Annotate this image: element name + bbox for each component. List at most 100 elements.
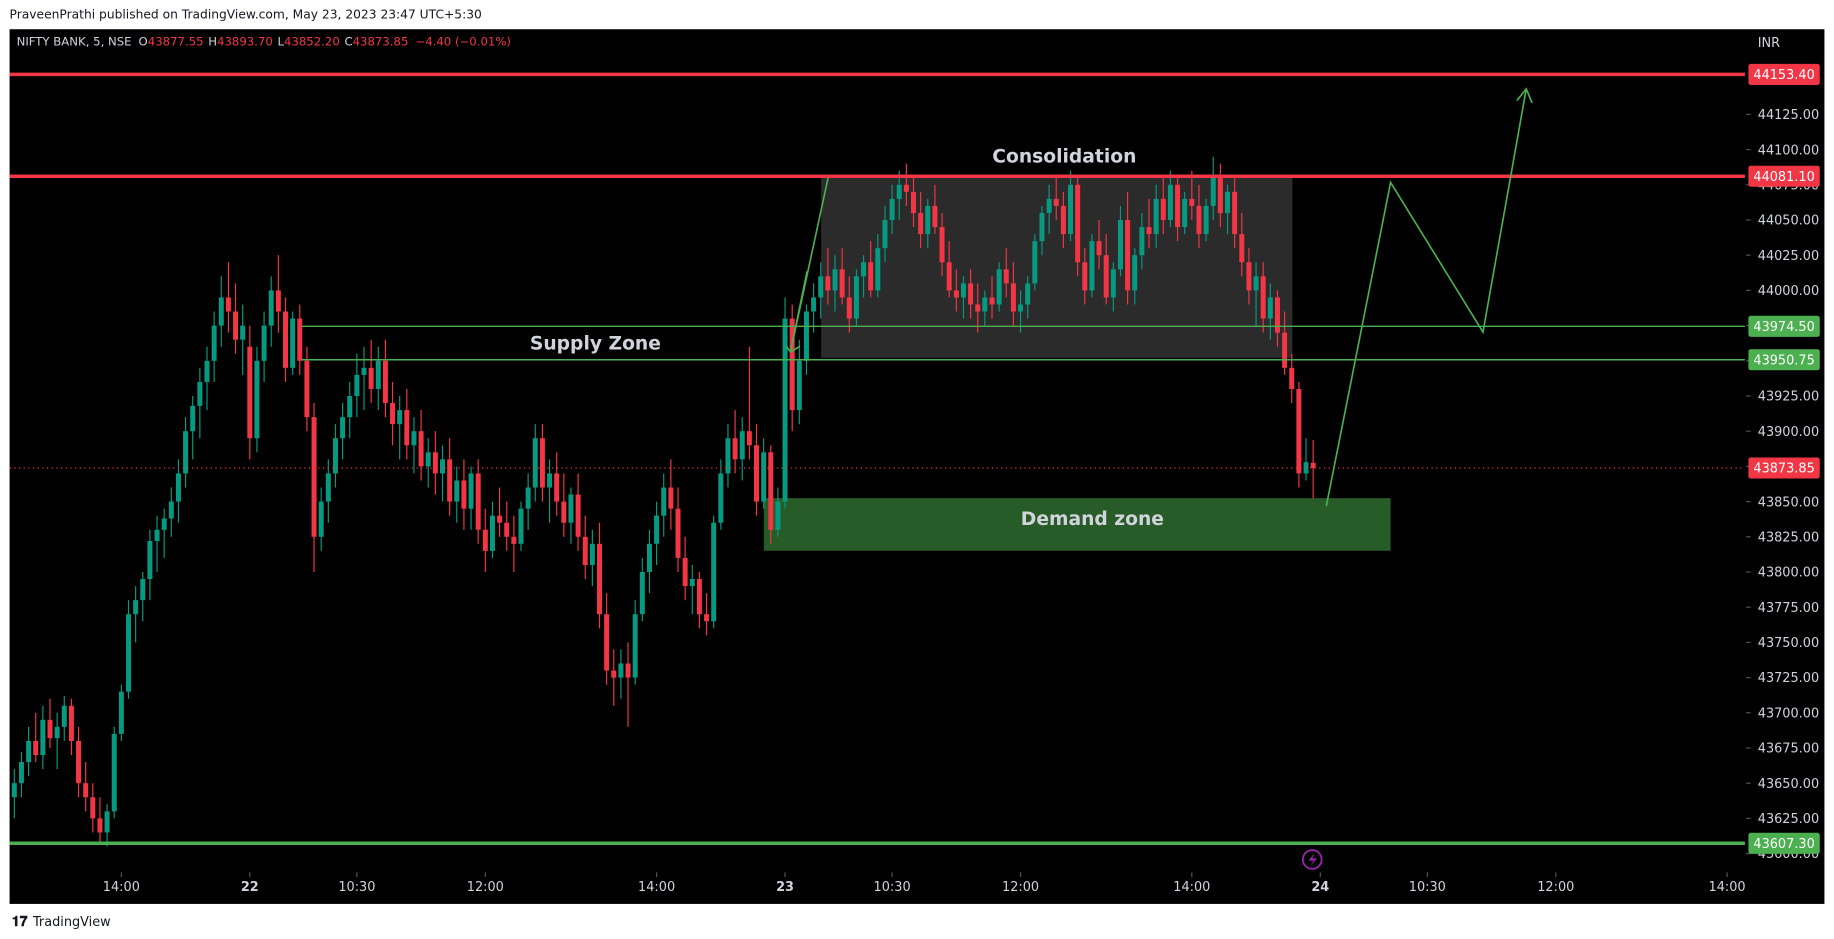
candle-body (354, 374, 360, 397)
candle-body (575, 494, 581, 537)
candle-body (190, 405, 196, 432)
candle-body (861, 262, 867, 277)
y-tick-label: 44000.00 (1758, 284, 1819, 299)
candle-body (468, 473, 474, 509)
candle-body (1175, 184, 1181, 228)
legend-value: 43877.55 (148, 35, 204, 49)
candle-body (960, 283, 966, 298)
candle-body (133, 600, 139, 615)
x-tick-label: 14:00 (1173, 880, 1210, 895)
candle-body (154, 529, 160, 542)
candle-body (704, 614, 710, 622)
price-badge (1748, 832, 1820, 854)
x-tick-label: 10:30 (1409, 880, 1446, 895)
candle-body (903, 184, 909, 192)
candle-body (725, 438, 731, 474)
y-tick-label: 43750.00 (1758, 636, 1819, 651)
price-badge-label: 43950.75 (1753, 353, 1814, 368)
candle-body (290, 318, 296, 368)
candle-body (1253, 276, 1259, 291)
candle-body (668, 487, 674, 509)
candle-body (782, 318, 788, 502)
candle-body (1132, 255, 1138, 291)
legend-value: 43873.85 (353, 35, 409, 49)
candle-body (1282, 332, 1288, 368)
y-tick-label: 44100.00 (1758, 143, 1819, 158)
candle-body (1274, 297, 1280, 333)
candle-body (1146, 227, 1152, 235)
candle-body (589, 543, 595, 565)
candle-body (97, 818, 103, 833)
candle-body (197, 381, 203, 406)
candle-body (768, 452, 774, 530)
legend-key: L (277, 35, 284, 49)
candle-body (268, 290, 274, 326)
candle-body (839, 269, 845, 298)
price-badge (1748, 315, 1820, 337)
legend-key: O (139, 35, 148, 49)
candle-body (233, 311, 239, 340)
candle-body (168, 501, 174, 519)
candle-body (953, 290, 959, 298)
candle-body (225, 297, 231, 312)
candle-body (554, 473, 560, 502)
candle-body (161, 518, 167, 530)
candle-body (1139, 227, 1145, 256)
event-icon-ring (1302, 849, 1323, 870)
candle-body (390, 403, 396, 425)
price-badge-label: 44153.40 (1753, 68, 1814, 83)
candle-body (475, 473, 481, 530)
candle-body (811, 297, 817, 312)
candle-body (340, 417, 346, 439)
candle-body (11, 783, 17, 798)
candle-body (611, 670, 617, 678)
candle-body (1125, 220, 1131, 291)
candle-body (54, 726, 60, 739)
candle-body (1032, 241, 1038, 284)
candle-body (925, 205, 931, 235)
y-tick-label: 43800.00 (1758, 566, 1819, 581)
candle-body (1075, 184, 1081, 263)
consolidation-label: Consolidation (992, 147, 1136, 168)
candle-body (482, 529, 488, 551)
candle-body (311, 417, 317, 537)
candle-body (525, 487, 531, 509)
candle-body (175, 473, 181, 502)
candle-body (1167, 184, 1173, 221)
candle-body (853, 276, 859, 319)
candle-body (882, 220, 888, 249)
y-tick-label: 43775.00 (1758, 601, 1819, 616)
candle-body (125, 614, 131, 692)
candle-body (304, 360, 310, 418)
candle-body (1189, 198, 1195, 206)
candle-body (1239, 234, 1245, 263)
candle-body (454, 480, 460, 502)
candle-body (404, 410, 410, 446)
candles (11, 156, 1316, 847)
candle-body (211, 325, 217, 361)
event-icon (1302, 849, 1323, 870)
candle-body (832, 269, 838, 291)
candle-body (1289, 367, 1295, 389)
candle-body (675, 508, 681, 558)
candle-body (1010, 283, 1016, 312)
candle-body (896, 184, 902, 199)
candle-body (1096, 241, 1102, 256)
candle-body (432, 452, 438, 474)
candle-body (104, 811, 110, 833)
candle-body (932, 205, 938, 228)
candle-body (818, 276, 824, 298)
brand-logo: 𝟏𝟕 (12, 914, 28, 930)
candle-body (911, 191, 917, 213)
last-price-label: 43873.85 (1753, 462, 1814, 477)
candle-body (275, 290, 281, 312)
candle-body (646, 543, 652, 572)
projection-arrows (785, 87, 1533, 507)
y-tick-label: 43650.00 (1758, 777, 1819, 792)
last-price-badge (1748, 457, 1820, 479)
candle-body (418, 431, 424, 467)
candle-body (504, 522, 510, 537)
candle-body (1089, 241, 1095, 291)
